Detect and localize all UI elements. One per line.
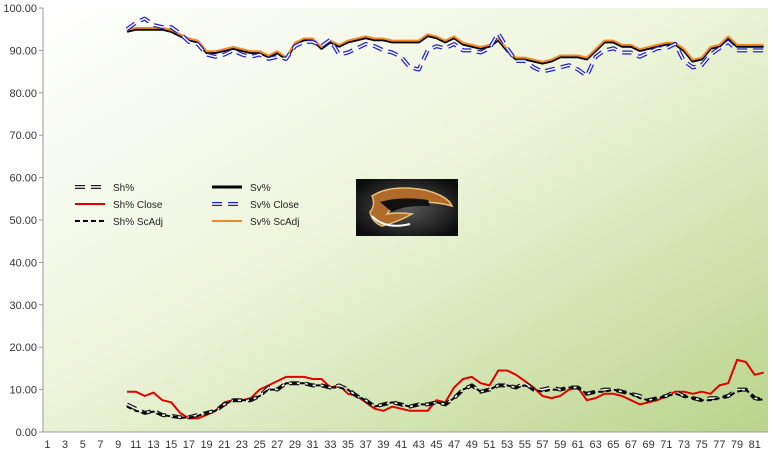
x-tick-label: 79: [731, 439, 743, 451]
x-tick-label: 11: [130, 439, 141, 451]
y-tick-label: 80.00: [9, 88, 37, 100]
x-tick-label: 51: [483, 439, 495, 451]
x-tick-label: 77: [713, 439, 725, 451]
x-tick-label: 7: [97, 439, 103, 451]
series-line-sv-close: [126, 17, 764, 77]
x-tick-label: 45: [430, 439, 442, 451]
x-tick-label: 35: [342, 439, 354, 451]
series-layer: [125, 16, 765, 420]
series-line-sv-scadj: [126, 26, 764, 63]
legend: Sh% Sv% Sh% Close Sv% Close Sh% ScAdj Sv% ScA…: [75, 183, 299, 228]
y-tick-label: 10.00: [9, 385, 37, 397]
series-line-sh-scadj: [126, 382, 764, 419]
x-tick-label: 5: [80, 439, 86, 451]
legend-label-sv: Sv%: [250, 183, 271, 194]
legend-label-sh: Sh%: [113, 183, 134, 194]
ducks-logo: [356, 179, 458, 236]
x-tick-label: 21: [218, 439, 230, 451]
x-tick-label: 75: [696, 439, 708, 451]
y-tick-label: 50.00: [9, 215, 37, 227]
x-tick-label: 73: [678, 439, 690, 451]
x-tick-label: 59: [554, 439, 566, 451]
x-tick-label: 53: [501, 439, 513, 451]
x-tick-label: 39: [377, 439, 389, 451]
x-tick-label: 55: [519, 439, 531, 451]
y-axis: 0.00 10.00 20.00 30.00 40.00 50.00 60.00 70.00 8…: [3, 3, 44, 439]
series-line-sv: [126, 27, 764, 65]
y-tick-label: 0.00: [16, 427, 37, 439]
x-tick-label: 25: [253, 439, 265, 451]
x-tick-label: 61: [572, 439, 584, 451]
x-tick-label: 47: [448, 439, 460, 451]
x-tick-label: 27: [271, 439, 283, 451]
y-tick-label: 60.00: [9, 173, 37, 185]
y-tick-label: 70.00: [9, 130, 37, 142]
x-tick-label: 15: [165, 439, 177, 451]
x-tick-label: 63: [589, 439, 601, 451]
y-tick-label: 100.00: [3, 3, 37, 15]
x-tick-label: 57: [536, 439, 548, 451]
x-axis: 1 3 5 7 9 11 13 15 17 19 21 23 25 27 29 31 33 35 37 39 41 43 4…: [43, 431, 768, 451]
x-tick-label: 13: [147, 439, 159, 451]
x-tick-label: 29: [289, 439, 301, 451]
x-tick-label: 19: [200, 439, 212, 451]
y-tick-label: 20.00: [9, 342, 37, 354]
y-tick-label: 90.00: [9, 45, 37, 57]
x-tick-label: 23: [236, 439, 248, 451]
y-tick-label: 30.00: [9, 300, 37, 312]
x-tick-label: 41: [395, 439, 407, 451]
x-tick-label: 31: [307, 439, 319, 451]
x-tick-label: 81: [749, 439, 761, 451]
x-tick-label: 43: [413, 439, 425, 451]
legend-label-sh-close: Sh% Close: [113, 200, 163, 211]
x-tick-label: 65: [607, 439, 619, 451]
x-tick-label: 71: [660, 439, 672, 451]
x-tick-label: 1: [44, 439, 50, 451]
legend-label-sv-scadj: Sv% ScAdj: [250, 217, 299, 228]
x-tick-label: 3: [62, 439, 68, 451]
x-tick-label: 37: [360, 439, 372, 451]
y-tick-label: 40.00: [9, 257, 37, 269]
x-tick-label: 67: [625, 439, 637, 451]
x-tick-label: 17: [183, 439, 195, 451]
legend-label-sv-close: Sv% Close: [250, 200, 299, 211]
x-tick-label: 33: [324, 439, 336, 451]
x-tick-label: 49: [466, 439, 478, 451]
x-tick-label: 69: [643, 439, 655, 451]
x-tick-label: 9: [115, 439, 121, 451]
legend-label-sh-scadj: Sh% ScAdj: [113, 217, 163, 228]
